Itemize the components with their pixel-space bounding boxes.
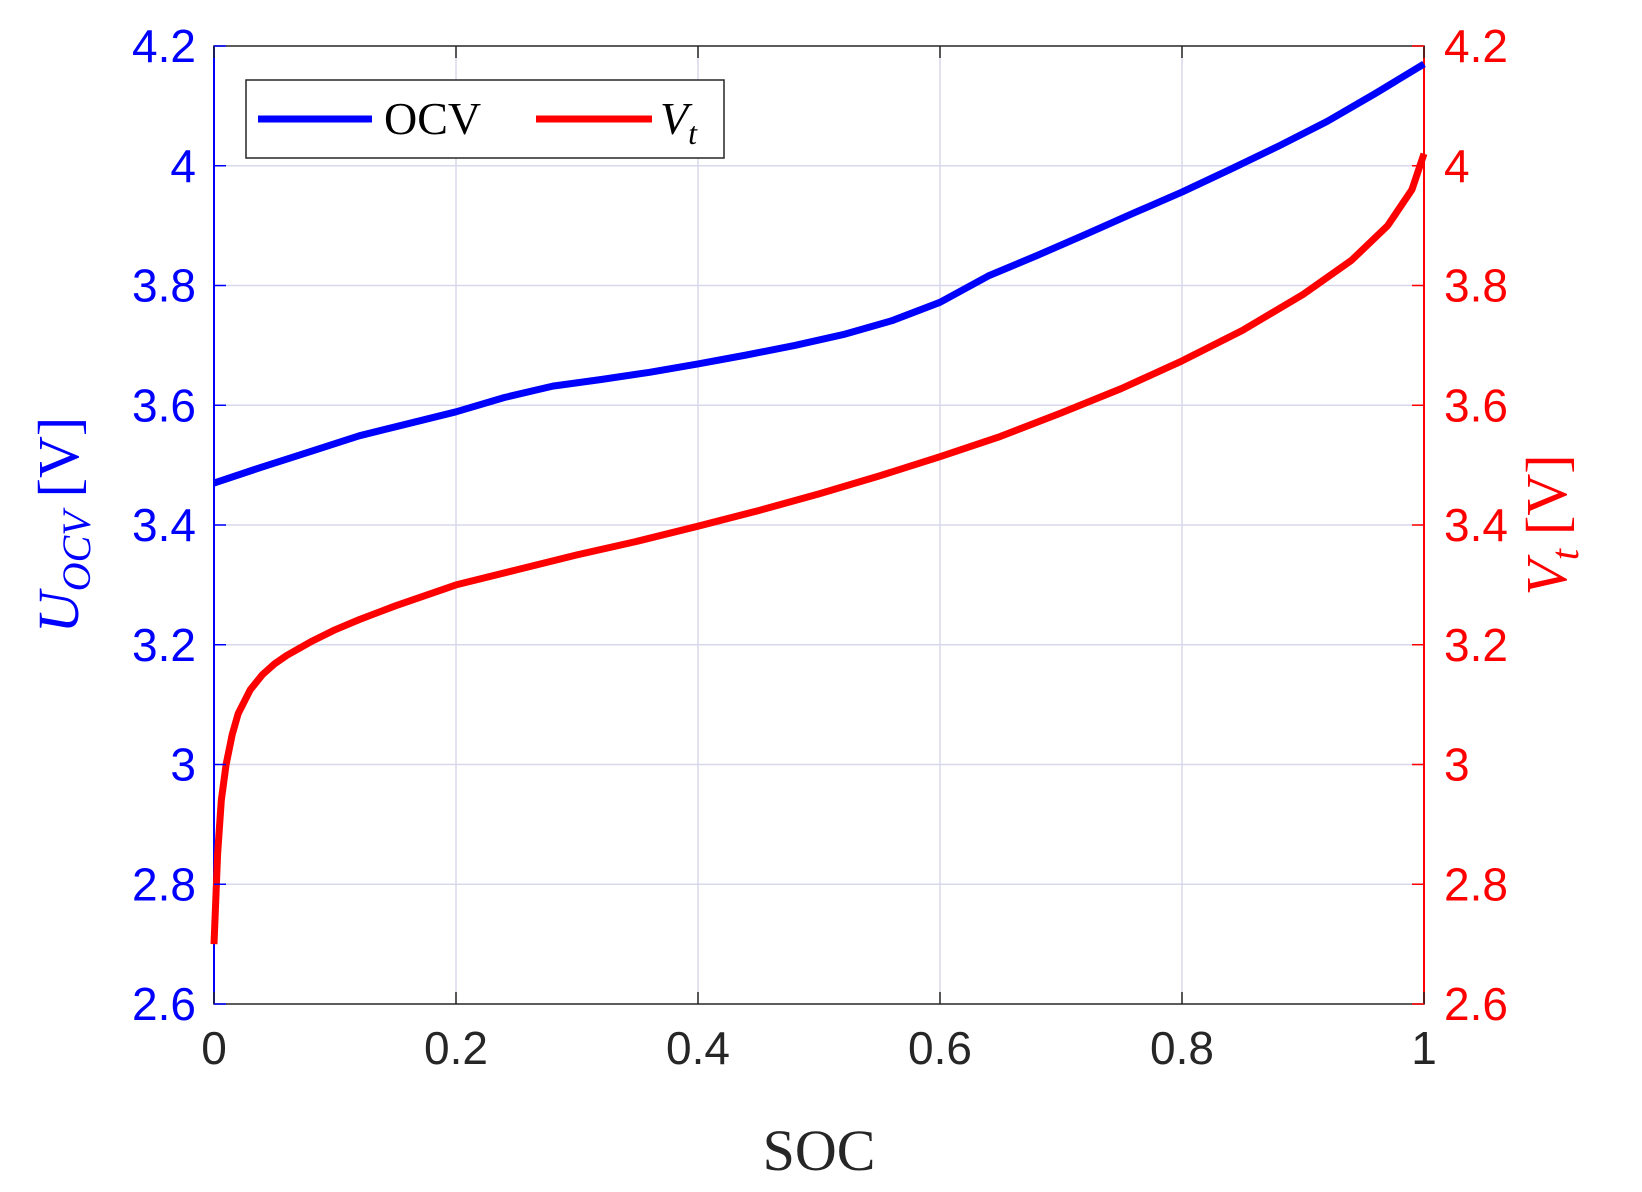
left-y-tick-label: 4.2 (132, 20, 196, 72)
left-y-axis-label-sub: OCV (54, 507, 99, 592)
left-y-tick-label: 3.2 (132, 619, 196, 671)
legend-label-ocv: OCV (384, 93, 481, 144)
left-y-axis-label: UOCV [V] (26, 417, 99, 633)
left-y-axis-label-main: U (26, 587, 91, 633)
x-tick-label: 0.8 (1150, 1022, 1214, 1074)
left-y-tick-label: 4 (170, 140, 196, 192)
right-y-tick-label: 3.4 (1444, 499, 1508, 551)
x-tick-label: 0.6 (908, 1022, 972, 1074)
right-y-tick-label: 3.2 (1444, 619, 1508, 671)
right-y-tick-label: 3.6 (1444, 379, 1508, 431)
right-y-axis-label-sub: t (1542, 548, 1587, 560)
left-y-tick-label: 3.8 (132, 260, 196, 312)
left-y-tick-label: 2.6 (132, 978, 196, 1030)
right-y-tick-label: 4.2 (1444, 20, 1508, 72)
series-lines (210, 61, 1428, 945)
right-y-tick-label: 3.8 (1444, 260, 1508, 312)
tick-labels: 0 0.2 0.4 0.6 0.8 12.6 2.62.8 2.83 33.2 3.23.4 3.4… (132, 20, 1508, 1074)
left-y-tick-label: 3 (170, 739, 196, 791)
tick-marks (213, 45, 1425, 1005)
legend-label-vt: Vt (660, 93, 698, 151)
legend: OCV Vt (245, 79, 725, 159)
series-line-vt (210, 152, 1428, 945)
x-axis-label: SOC (763, 1118, 876, 1183)
grid-lines (214, 46, 1424, 1004)
right-y-axis-label-unit: [V] (1514, 454, 1579, 535)
left-y-tick-label: 3.4 (132, 499, 196, 551)
x-tick-label: 0.2 (424, 1022, 488, 1074)
right-y-axis-label-main: V (1514, 554, 1579, 596)
right-y-tick-label: 2.8 (1444, 858, 1508, 910)
x-tick-label: 0 (201, 1022, 227, 1074)
x-tick-label: 0.4 (666, 1022, 730, 1074)
left-y-tick-label: 3.6 (132, 379, 196, 431)
right-y-axis-label: Vt [V] (1514, 454, 1587, 595)
right-y-tick-label: 3 (1444, 739, 1470, 791)
right-y-tick-label: 2.6 (1444, 978, 1508, 1030)
legend-label-vt-sub: t (688, 115, 698, 151)
x-tick-label: 1 (1411, 1022, 1437, 1074)
right-y-tick-label: 4 (1444, 140, 1470, 192)
left-y-axis-label-unit: [V] (26, 417, 91, 498)
legend-label-vt-main: V (660, 93, 693, 144)
left-y-tick-label: 2.8 (132, 858, 196, 910)
series-line-ocv (212, 61, 1426, 487)
